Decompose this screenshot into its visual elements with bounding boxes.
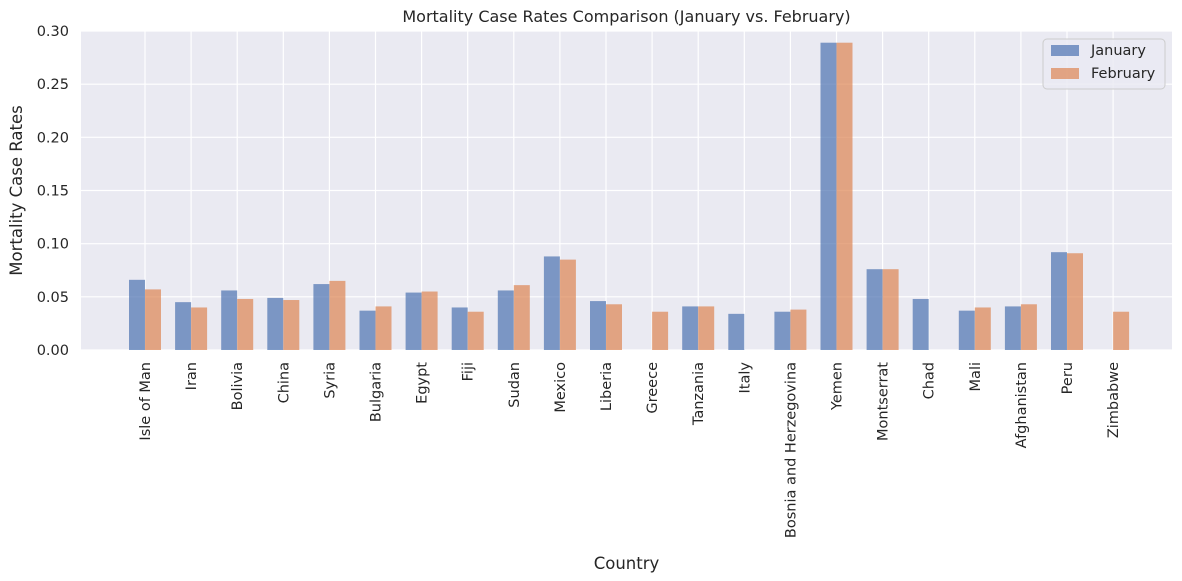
bar-january-peru (1051, 252, 1067, 350)
bar-february-bolivia (237, 298, 254, 350)
x-axis-label: Country (594, 554, 660, 573)
x-tick-label: Iran (184, 362, 200, 390)
x-tick-label: Tanzania (691, 362, 707, 426)
x-tick-label: Yemen (830, 362, 846, 411)
bar-february-afghanistan (1020, 304, 1037, 350)
x-tick-label: Sudan (507, 362, 523, 408)
bar-february-zimbabwe (1113, 311, 1130, 350)
bar-january-montserrat (866, 269, 883, 350)
bar-february-fiji (467, 311, 484, 350)
bar-february-liberia (606, 304, 622, 350)
x-tick-label: Mali (968, 362, 984, 391)
x-tick-label: Afghanistan (1014, 362, 1030, 448)
legend-label-january: January (1090, 43, 1146, 59)
y-tick-label: 0.10 (37, 237, 69, 253)
bar-january-bolivia (221, 290, 238, 350)
bar-january-china (267, 297, 284, 350)
x-tick-label: Peru (1060, 362, 1076, 394)
series-january (129, 42, 1067, 351)
bar-january-bosnia-and-herzegovina (774, 311, 791, 350)
x-tick-label: Liberia (599, 362, 615, 411)
x-tick-label: Zimbabwe (1106, 362, 1122, 438)
bar-january-syria (313, 284, 330, 350)
bar-january-egypt (405, 292, 422, 350)
x-tick-label: Isle of Man (138, 362, 154, 441)
y-tick-label: 0.20 (37, 130, 69, 146)
bar-january-iran (175, 302, 192, 350)
bar-february-iran (191, 307, 208, 350)
x-tick-label: Syria (322, 362, 338, 399)
x-tick-label: Bolivia (230, 362, 246, 410)
y-tick-label: 0.15 (37, 184, 69, 200)
bar-february-egypt (421, 291, 438, 350)
x-tick-label: Chad (922, 362, 938, 399)
bar-january-yemen (820, 42, 837, 351)
x-tick-label: Bulgaria (369, 362, 385, 422)
y-tick-label: 0.30 (37, 24, 69, 40)
x-tick-label: China (276, 362, 292, 403)
y-tick-label: 0.25 (37, 77, 69, 93)
bar-february-china (283, 300, 300, 350)
legend: January February (1042, 38, 1166, 90)
bar-january-tanzania (682, 306, 699, 350)
bar-february-montserrat (882, 269, 899, 350)
bar-january-mali (958, 310, 975, 350)
bar-january-italy (728, 313, 745, 350)
x-tick-label: Mexico (553, 362, 569, 413)
bar-february-mexico (559, 259, 576, 350)
bar-february-greece (652, 311, 669, 350)
bar-january-fiji (451, 307, 468, 350)
legend-label-february: February (1091, 66, 1156, 82)
bar-january-liberia (590, 301, 606, 350)
bar-january-bulgaria (359, 310, 376, 350)
bar-february-syria (329, 280, 346, 350)
series-february (145, 42, 1130, 351)
x-tick-label: Greece (645, 362, 661, 414)
x-tick-label: Bosnia and Herzegovina (783, 362, 799, 538)
x-tick-label: Fiji (461, 362, 477, 381)
bar-january-chad (912, 298, 929, 350)
bar-january-afghanistan (1004, 306, 1021, 350)
bar-february-tanzania (698, 306, 715, 350)
bar-january-isle-of-man (129, 279, 145, 350)
legend-swatch-january (1051, 45, 1079, 56)
bar-february-bosnia-and-herzegovina (790, 309, 807, 350)
bar-february-bulgaria (375, 306, 392, 350)
bar-january-mexico (543, 256, 560, 350)
bar-february-yemen (836, 42, 853, 351)
bar-february-isle-of-man (145, 289, 161, 350)
x-tick-label: Italy (737, 362, 753, 394)
y-tick-label: 0.00 (37, 343, 69, 359)
x-tick-label: Egypt (415, 362, 431, 404)
y-axis-label: Mortality Case Rates (7, 105, 26, 275)
legend-swatch-february (1051, 68, 1079, 79)
bar-february-sudan (513, 285, 530, 350)
y-tick-label: 0.05 (37, 290, 69, 306)
x-tick-label: Montserrat (876, 362, 892, 441)
bar-february-peru (1067, 253, 1083, 350)
bar-january-sudan (497, 290, 514, 350)
bar-february-mali (974, 307, 991, 350)
chart-title: Mortality Case Rates Comparison (January… (402, 7, 850, 26)
